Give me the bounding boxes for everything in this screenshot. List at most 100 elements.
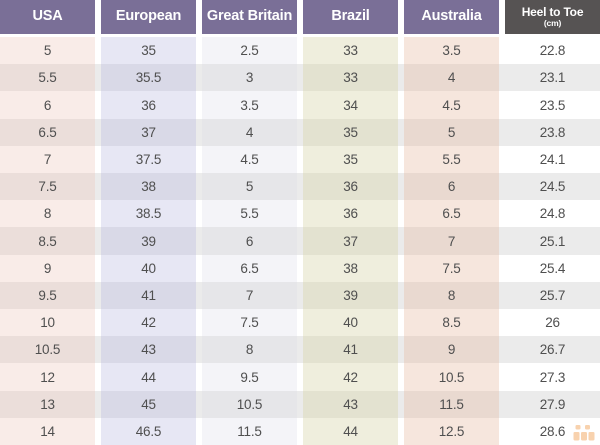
cell-brazil: 36 — [303, 173, 398, 201]
cell-european: 39 — [101, 227, 196, 255]
table-row: 9.5 41 7 39 8 25.7 — [0, 281, 600, 310]
cell-heel-to-toe: 27.3 — [505, 363, 600, 391]
cell-heel-to-toe: 24.1 — [505, 145, 600, 174]
cell-usa: 10.5 — [0, 336, 95, 364]
cell-european: 37.5 — [101, 145, 196, 174]
cell-brazil: 44 — [303, 417, 398, 445]
cell-brazil: 35 — [303, 118, 398, 146]
cell-european: 46.5 — [101, 417, 196, 445]
column-header-label: USA — [32, 8, 63, 25]
cell-great-britain: 2.5 — [202, 37, 297, 65]
cell-heel-to-toe: 24.8 — [505, 200, 600, 228]
cell-great-britain: 10.5 — [202, 390, 297, 418]
cell-brazil: 40 — [303, 309, 398, 337]
cell-great-britain: 3.5 — [202, 91, 297, 119]
cell-european: 41 — [101, 281, 196, 310]
cell-european: 44 — [101, 363, 196, 391]
table-header-row: USA European Great Britain Brazil Austra… — [0, 0, 600, 34]
cell-great-britain: 4.5 — [202, 145, 297, 174]
column-header-unit-label: (cm) — [543, 18, 562, 29]
cell-heel-to-toe: 23.8 — [505, 118, 600, 146]
column-header-usa: USA — [0, 0, 95, 34]
logo-watermark-icon — [573, 423, 595, 441]
column-header-label: Great Britain — [206, 8, 293, 25]
cell-heel-to-toe: 26.7 — [505, 336, 600, 364]
cell-usa: 13 — [0, 390, 95, 418]
cell-usa: 7 — [0, 145, 95, 174]
cell-australia: 11.5 — [404, 390, 499, 418]
cell-australia: 10.5 — [404, 363, 499, 391]
column-header-label: European — [115, 8, 182, 25]
cell-usa: 6 — [0, 91, 95, 119]
cell-great-britain: 5 — [202, 173, 297, 201]
cell-great-britain: 9.5 — [202, 363, 297, 391]
table-body: 5 35 2.5 33 3.5 22.8 5.5 35.5 3 33 4 23.1 6 36 3.5 34 4.… — [0, 37, 600, 445]
cell-usa: 8.5 — [0, 227, 95, 255]
column-header-european: European — [101, 0, 196, 34]
table-row: 10 42 7.5 40 8.5 26 — [0, 309, 600, 337]
cell-great-britain: 11.5 — [202, 417, 297, 445]
cell-usa: 9 — [0, 254, 95, 282]
cell-heel-to-toe: 24.5 — [505, 173, 600, 201]
cell-european: 42 — [101, 309, 196, 337]
table-row: 12 44 9.5 42 10.5 27.3 — [0, 363, 600, 391]
cell-brazil: 38 — [303, 254, 398, 282]
cell-australia: 4 — [404, 64, 499, 92]
cell-australia: 6.5 — [404, 200, 499, 228]
cell-great-britain: 5.5 — [202, 200, 297, 228]
table-row: 6 36 3.5 34 4.5 23.5 — [0, 91, 600, 119]
column-header-great-britain: Great Britain — [202, 0, 297, 34]
cell-brazil: 34 — [303, 91, 398, 119]
cell-heel-to-toe: 22.8 — [505, 37, 600, 65]
cell-australia: 7 — [404, 227, 499, 255]
column-header-label: Brazil — [331, 8, 370, 25]
cell-usa: 9.5 — [0, 281, 95, 310]
table-row: 6.5 37 4 35 5 23.8 — [0, 118, 600, 146]
cell-usa: 14 — [0, 417, 95, 445]
cell-european: 38.5 — [101, 200, 196, 228]
cell-australia: 5 — [404, 118, 499, 146]
cell-australia: 5.5 — [404, 145, 499, 174]
cell-usa: 10 — [0, 309, 95, 337]
table-row: 5 35 2.5 33 3.5 22.8 — [0, 37, 600, 65]
cell-great-britain: 4 — [202, 118, 297, 146]
cell-australia: 6 — [404, 173, 499, 201]
cell-heel-to-toe: 25.1 — [505, 227, 600, 255]
cell-great-britain: 8 — [202, 336, 297, 364]
cell-heel-to-toe: 25.7 — [505, 281, 600, 310]
cell-usa: 5 — [0, 37, 95, 65]
table-row: 7 37.5 4.5 35 5.5 24.1 — [0, 145, 600, 174]
cell-brazil: 35 — [303, 145, 398, 174]
cell-brazil: 43 — [303, 390, 398, 418]
cell-brazil: 37 — [303, 227, 398, 255]
cell-australia: 7.5 — [404, 254, 499, 282]
cell-heel-to-toe: 26 — [505, 309, 600, 337]
table-row: 10.5 43 8 41 9 26.7 — [0, 336, 600, 364]
cell-brazil: 33 — [303, 64, 398, 92]
cell-australia: 9 — [404, 336, 499, 364]
cell-european: 43 — [101, 336, 196, 364]
column-header-label: Heel to Toe — [521, 4, 584, 19]
cell-australia: 4.5 — [404, 91, 499, 119]
cell-european: 36 — [101, 91, 196, 119]
cell-great-britain: 7.5 — [202, 309, 297, 337]
cell-brazil: 41 — [303, 336, 398, 364]
table-row: 5.5 35.5 3 33 4 23.1 — [0, 64, 600, 92]
cell-heel-to-toe: 23.1 — [505, 64, 600, 92]
table-row: 14 46.5 11.5 44 12.5 28.6 — [0, 417, 600, 445]
column-header-label: Australia — [421, 8, 482, 25]
cell-european: 37 — [101, 118, 196, 146]
cell-usa: 5.5 — [0, 64, 95, 92]
cell-heel-to-toe: 23.5 — [505, 91, 600, 119]
cell-usa: 7.5 — [0, 173, 95, 201]
cell-usa: 12 — [0, 363, 95, 391]
cell-european: 45 — [101, 390, 196, 418]
cell-australia: 12.5 — [404, 417, 499, 445]
cell-usa: 8 — [0, 200, 95, 228]
table-row: 7.5 38 5 36 6 24.5 — [0, 173, 600, 201]
cell-brazil: 42 — [303, 363, 398, 391]
table-row: 8.5 39 6 37 7 25.1 — [0, 227, 600, 255]
cell-australia: 8 — [404, 281, 499, 310]
cell-australia: 3.5 — [404, 37, 499, 65]
column-header-brazil: Brazil — [303, 0, 398, 34]
